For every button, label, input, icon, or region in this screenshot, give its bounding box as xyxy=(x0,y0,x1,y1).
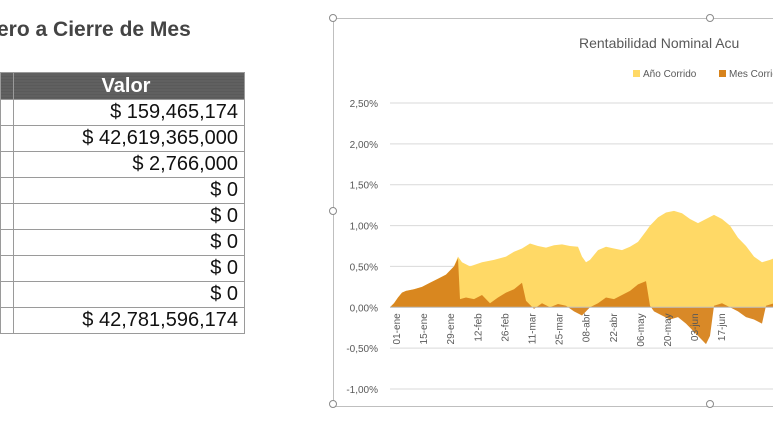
header-cell-valor[interactable]: Valor xyxy=(13,72,245,100)
value-cell[interactable]: $ 0 xyxy=(13,177,245,204)
legend-label: Mes Corrido xyxy=(729,69,773,80)
value-cell[interactable]: $ 0 xyxy=(13,203,245,230)
x-tick-label: 06-may xyxy=(636,313,647,346)
value-cell[interactable]: $ 0 xyxy=(13,255,245,282)
x-tick-label: 17-jun xyxy=(717,313,728,341)
value-cell[interactable]: $ 42,619,365,000 xyxy=(13,125,245,152)
x-tick-label: 25-mar xyxy=(555,313,566,345)
values-table: Valor $ 159,465,174 $ 42,619,365,000 $ 2,7… xyxy=(0,72,245,334)
table-row: $ 42,781,596,174 xyxy=(0,307,245,334)
resize-handle-bottom-middle[interactable] xyxy=(706,400,714,408)
resize-handle-bottom-left[interactable] xyxy=(329,400,337,408)
chart-title: Rentabilidad Nominal Acu xyxy=(579,35,739,51)
row-label-cell[interactable] xyxy=(0,125,14,152)
row-label-cell[interactable] xyxy=(0,307,14,334)
x-tick-label: 20-may xyxy=(663,313,674,346)
x-tick-label: 26-feb xyxy=(500,313,511,342)
table-row: $ 0 xyxy=(0,281,245,308)
area-chart: Rentabilidad Nominal Acu Año Corrido Mes … xyxy=(346,35,773,396)
legend-swatch xyxy=(633,70,640,77)
row-label-cell[interactable] xyxy=(0,281,14,308)
y-tick-label: 2,00% xyxy=(350,140,378,151)
x-tick-label: 29-ene xyxy=(446,313,457,345)
value-cell[interactable]: $ 2,766,000 xyxy=(13,151,245,178)
y-tick-label: -1,00% xyxy=(346,385,378,396)
series-layer xyxy=(390,210,773,345)
chart-legend: Año Corrido Mes Corrido xyxy=(633,69,773,80)
table-row: $ 0 xyxy=(0,229,245,256)
legend-swatch xyxy=(719,70,726,77)
y-tick-label: 2,50% xyxy=(350,99,378,110)
y-axis: 2,50% 2,00% 1,50% 1,00% 0,50% 0,00% -0,50% -1,0… xyxy=(346,99,378,396)
resize-handle-middle-left[interactable] xyxy=(329,207,337,215)
series-area-ano-corrido xyxy=(390,210,773,308)
table-row: $ 0 xyxy=(0,255,245,282)
x-tick-label: 15-ene xyxy=(419,313,430,345)
row-label-cell[interactable] xyxy=(0,203,14,230)
page-title: ero a Cierre de Mes xyxy=(0,18,191,41)
table-row: $ 2,766,000 xyxy=(0,151,245,178)
y-tick-label: 0,50% xyxy=(350,262,378,273)
resize-handle-top-left[interactable] xyxy=(329,14,337,22)
x-tick-label: 08-abr xyxy=(582,313,593,343)
y-tick-label: -0,50% xyxy=(346,344,378,355)
y-tick-label: 0,00% xyxy=(350,303,378,314)
x-tick-label: 01-ene xyxy=(392,313,403,345)
y-tick-label: 1,00% xyxy=(350,222,378,233)
x-tick-label: 03-jun xyxy=(690,313,701,341)
row-label-cell[interactable] xyxy=(0,177,14,204)
table-row: $ 0 xyxy=(0,203,245,230)
legend-label: Año Corrido xyxy=(643,69,697,80)
x-axis: 01-ene 15-ene 29-ene 12-feb 26-feb 11-mar 25-m… xyxy=(390,306,773,347)
row-label-cell[interactable] xyxy=(0,229,14,256)
resize-handle-top-middle[interactable] xyxy=(706,14,714,22)
value-cell[interactable]: $ 159,465,174 xyxy=(13,99,245,126)
series-area-mes-corrido xyxy=(390,258,773,345)
row-label-cell[interactable] xyxy=(0,151,14,178)
x-tick-label: 11-mar xyxy=(528,313,539,345)
x-tick-label: 22-abr xyxy=(609,313,620,343)
row-label-cell[interactable] xyxy=(0,255,14,282)
x-tick-label: 12-feb xyxy=(473,313,484,342)
value-cell[interactable]: $ 0 xyxy=(13,281,245,308)
row-label-cell[interactable] xyxy=(0,99,14,126)
table-header-row: Valor xyxy=(0,72,245,100)
value-cell[interactable]: $ 0 xyxy=(13,229,245,256)
chart-area[interactable]: Rentabilidad Nominal Acu Año Corrido Mes … xyxy=(333,18,773,407)
table-row: $ 0 xyxy=(0,177,245,204)
table-row: $ 42,619,365,000 xyxy=(0,125,245,152)
table-row: $ 159,465,174 xyxy=(0,99,245,126)
y-tick-label: 1,50% xyxy=(350,181,378,192)
value-cell[interactable]: $ 42,781,596,174 xyxy=(13,307,245,334)
header-cell-blank[interactable] xyxy=(0,72,14,100)
